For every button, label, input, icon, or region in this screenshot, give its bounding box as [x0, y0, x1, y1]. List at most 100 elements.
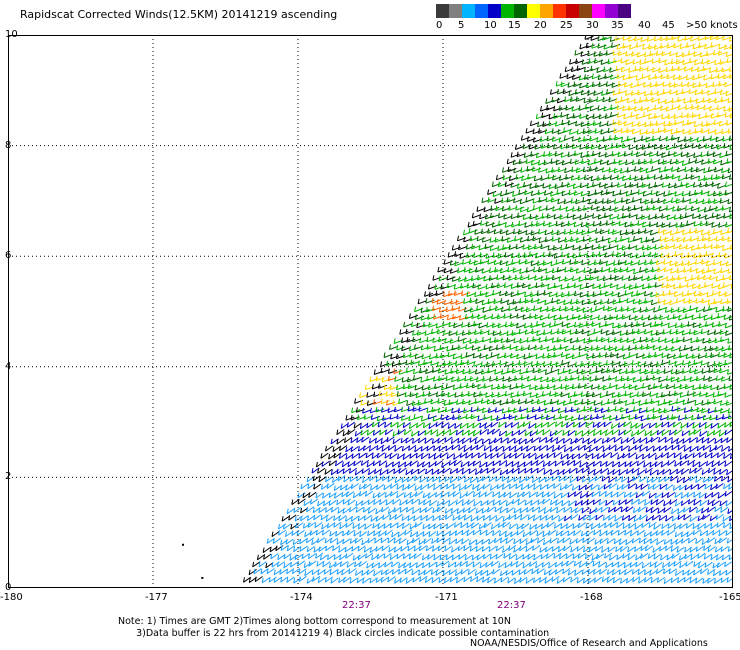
wind-barb-tick [390, 491, 392, 497]
wind-barb-tick [281, 516, 284, 522]
wind-barb [669, 498, 678, 505]
wind-barb-tick [454, 423, 457, 429]
wind-barb-tick [439, 523, 442, 530]
wind-barb-tick [422, 531, 425, 537]
wind-barb [502, 345, 511, 350]
wind-barb [692, 461, 701, 468]
wind-barb-tick [525, 546, 528, 552]
wind-barb-tick [402, 553, 405, 559]
wind-barb-tick [333, 515, 336, 521]
wind-barb-tick [448, 360, 451, 366]
wind-barb [444, 436, 453, 443]
wind-barb [498, 421, 507, 428]
wind-barb [719, 500, 728, 507]
legend-swatch [488, 4, 501, 18]
wind-barb-tick [438, 477, 441, 483]
wind-barb [538, 369, 547, 374]
wind-barb [610, 452, 619, 459]
wind-barb [661, 461, 669, 468]
wind-barb-tick [461, 438, 464, 444]
wind-barb-tick [670, 438, 673, 444]
wind-barb-tick [452, 484, 455, 490]
wind-barb-tick [668, 359, 671, 365]
wind-barb-tick [695, 538, 698, 544]
wind-barb-tick [537, 538, 539, 544]
wind-barb [628, 445, 637, 452]
wind-barb-tick [505, 431, 508, 437]
wind-barb-tick [571, 454, 574, 460]
wind-barb-tick [510, 352, 513, 359]
wind-barb-tick [442, 537, 445, 543]
wind-barb-tick [581, 431, 584, 437]
wind-barb [568, 370, 578, 375]
wind-barb-tick [652, 413, 655, 419]
wind-barb [429, 500, 438, 507]
wind-barb [661, 429, 670, 436]
wind-barb-tick [442, 429, 445, 435]
wind-barb [425, 468, 434, 475]
wind-barb-tick [522, 491, 524, 497]
wind-barb [726, 402, 733, 406]
wind-barb-tick [720, 437, 723, 443]
wind-barb [543, 508, 552, 515]
wind-barb [693, 529, 701, 536]
wind-barb [490, 416, 500, 421]
wind-barb-tick [559, 344, 562, 350]
wind-barb [350, 446, 359, 453]
wind-barb [428, 452, 437, 459]
wind-barb [587, 537, 596, 544]
wind-barb-tick [720, 577, 723, 583]
wind-barb-tick [496, 483, 499, 489]
wind-barb-tick [529, 431, 532, 437]
wind-barb-tick [520, 515, 523, 521]
wind-barb-tick [708, 376, 711, 382]
wind-barb-tick [720, 546, 723, 552]
wind-barb-tick [387, 368, 390, 374]
wind-barb [432, 507, 441, 514]
wind-barb-tick [308, 553, 310, 559]
wind-barb-tick [475, 508, 478, 514]
wind-barb [710, 422, 719, 429]
wind-barb-tick [594, 407, 597, 413]
wind-barb-tick [453, 460, 456, 466]
wind-barb-tick [303, 562, 306, 568]
wind-barb [598, 522, 607, 529]
wind-barb-tick [308, 561, 311, 567]
wind-barb-tick [273, 569, 276, 575]
wind-barb-tick [717, 460, 720, 466]
wind-barb [458, 444, 467, 451]
wind-barb-tick [366, 422, 369, 428]
wind-barb [528, 491, 537, 498]
wind-barb [475, 468, 484, 476]
wind-barb-tick [381, 446, 384, 452]
wind-barb-tick [434, 460, 437, 466]
wind-barb-tick [679, 392, 682, 398]
wind-barb [650, 537, 659, 544]
wind-barb [394, 546, 402, 553]
wind-barb [351, 483, 359, 490]
wind-barb-tick [371, 383, 374, 390]
wind-barb-tick [474, 398, 477, 404]
wind-barb-tick [499, 360, 502, 366]
wind-barb-tick [617, 530, 620, 536]
wind-barb [659, 514, 667, 521]
wind-barb [699, 500, 708, 507]
wind-barb-tick [330, 469, 333, 475]
wind-barb-tick [679, 562, 682, 568]
wind-barb-tick [511, 468, 514, 474]
wind-barb [486, 363, 496, 368]
wind-barb-tick [294, 516, 297, 522]
wind-barb-tick [305, 537, 308, 543]
wind-barb-tick [523, 461, 526, 467]
wind-barb-tick [475, 469, 477, 475]
wind-barb-tick [363, 547, 366, 553]
wind-barb [436, 537, 445, 544]
wind-barb-tick [472, 484, 475, 490]
wind-barb-tick [511, 570, 514, 576]
wind-barb-tick [667, 492, 669, 498]
wind-barb [631, 369, 641, 374]
wind-barb [628, 353, 638, 358]
wind-barb-tick [300, 507, 303, 514]
wind-barb [414, 521, 423, 528]
wind-barb [655, 422, 664, 429]
